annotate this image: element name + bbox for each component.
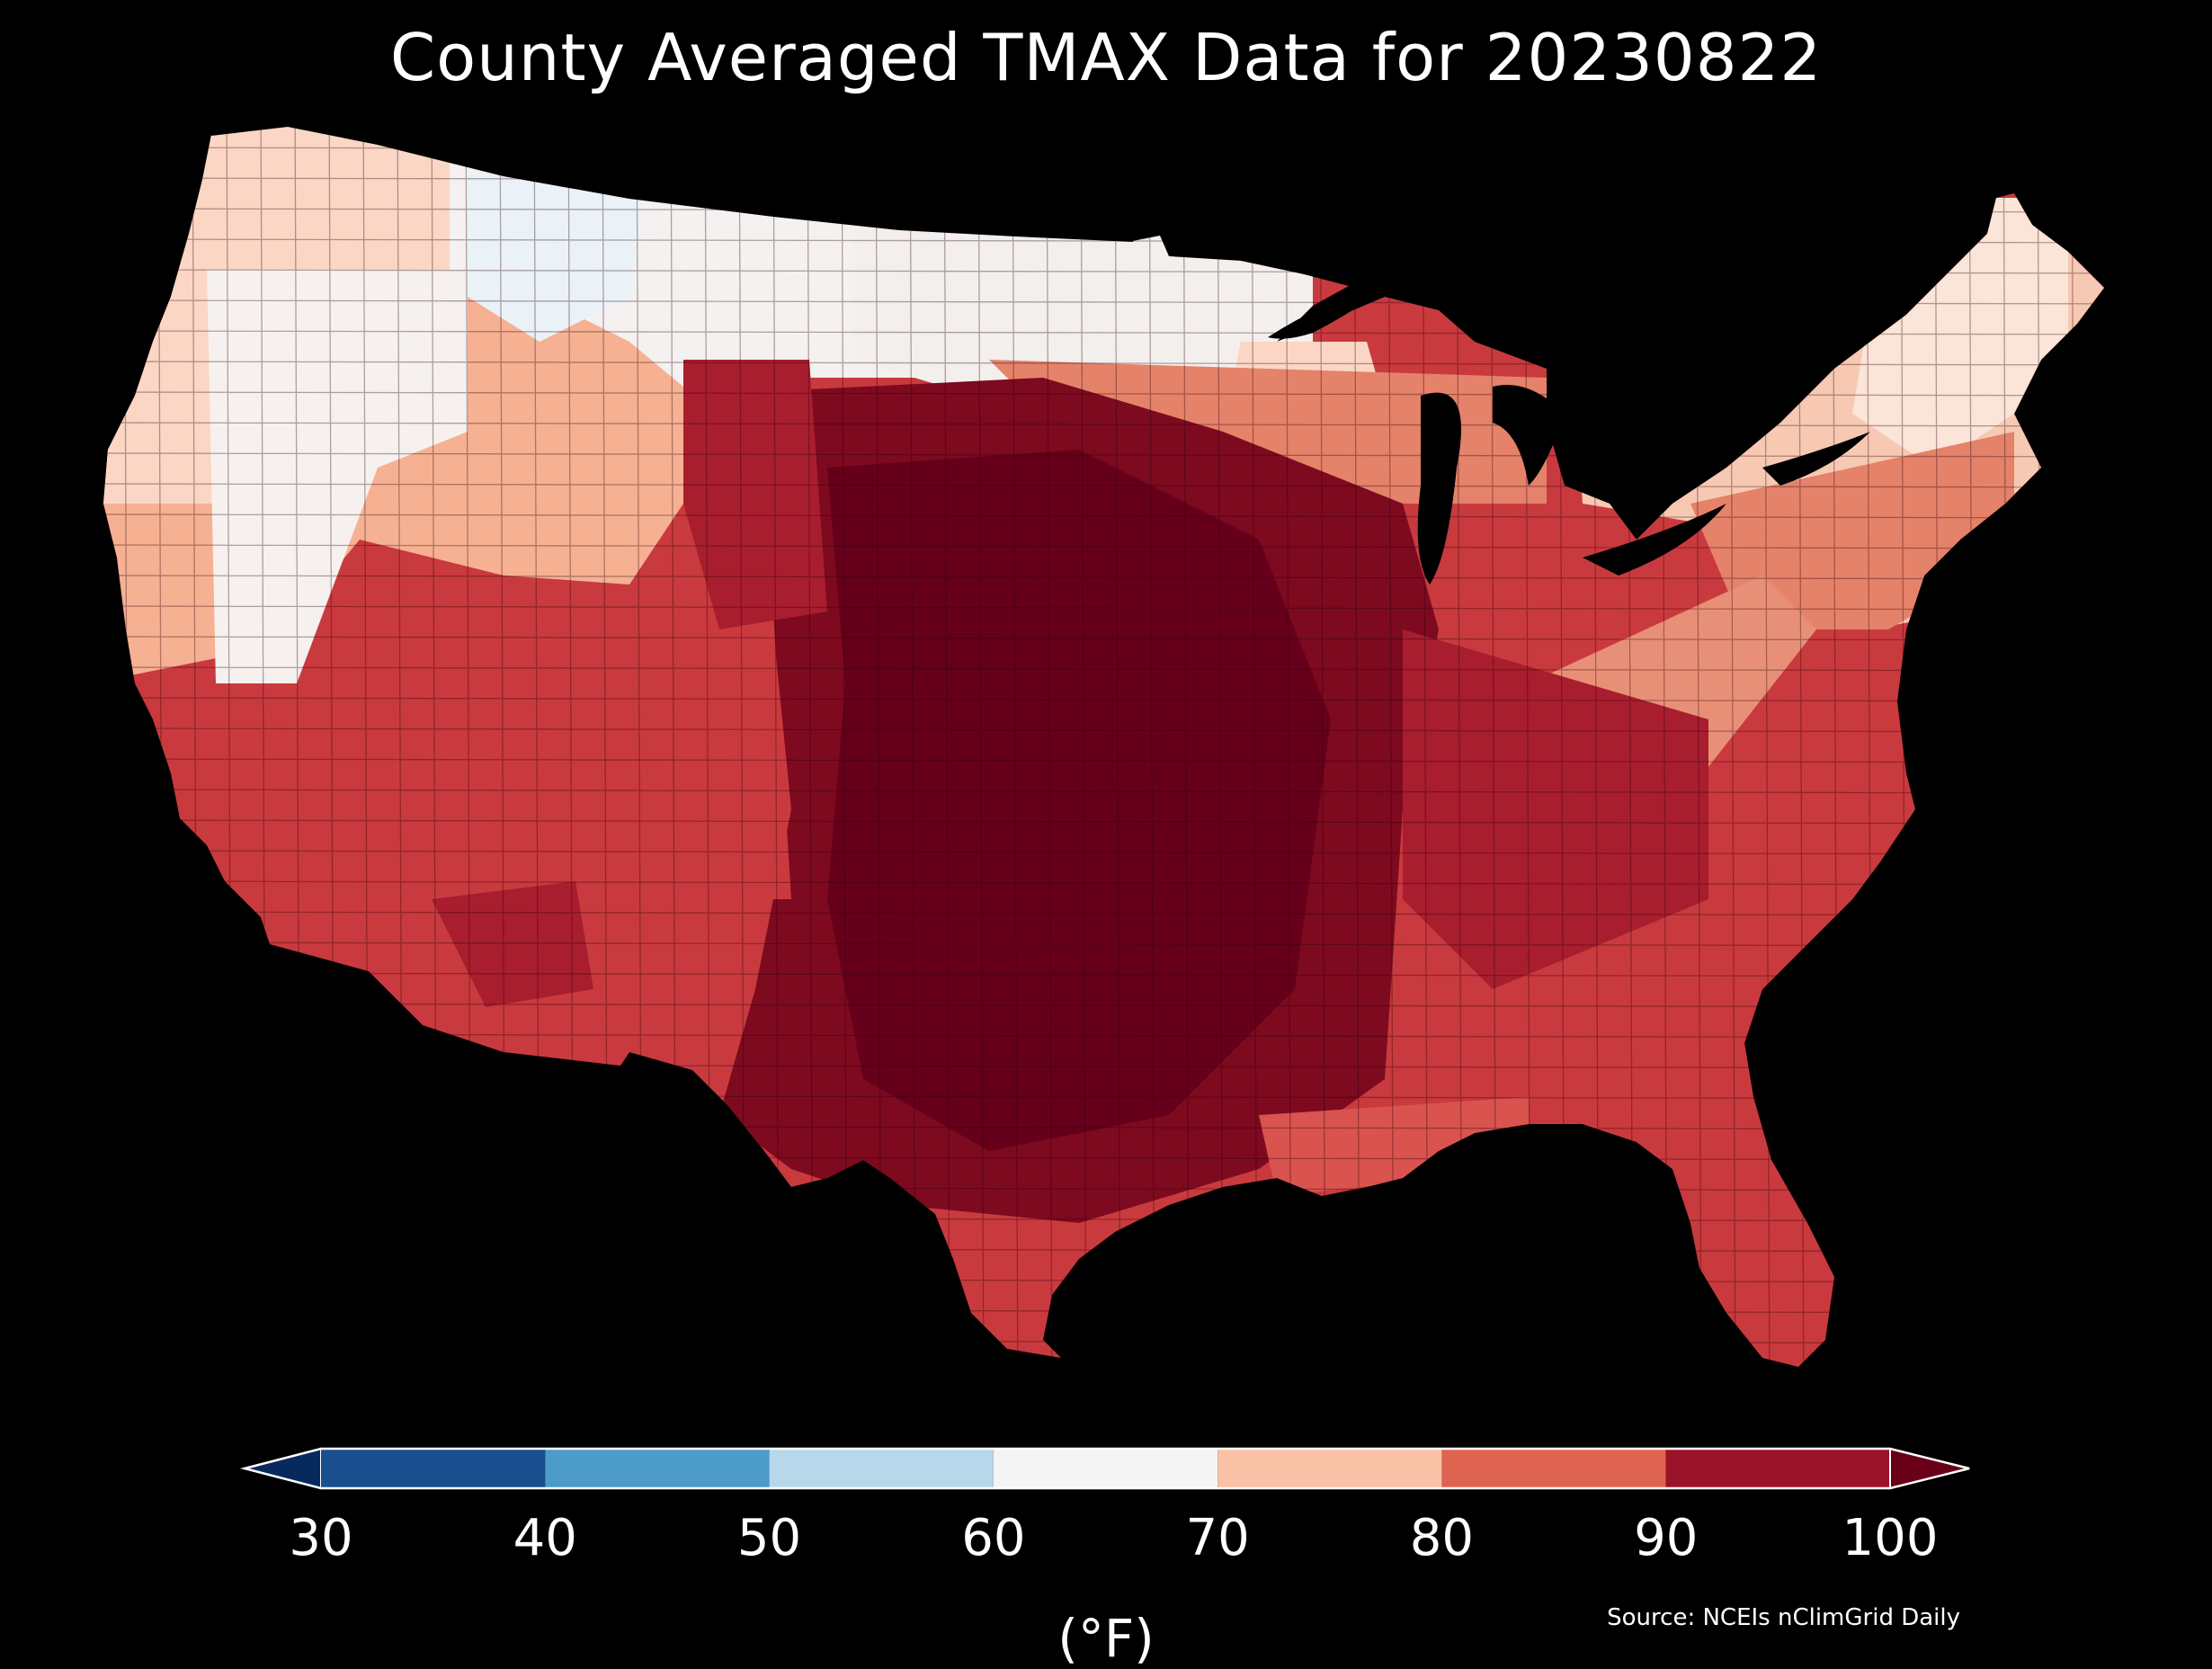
colorbar-bin-50-60 (769, 1449, 994, 1488)
map-title: County Averaged TMAX Data for 20230822 (389, 20, 1823, 95)
colorbar-under-arrow (241, 1447, 322, 1490)
colorbar-units: (°F) (1057, 1608, 1155, 1669)
colorbar-bin-90-100 (1665, 1449, 1890, 1488)
colorbar-bin-30-40 (321, 1449, 546, 1488)
colorbar-bin-40-50 (545, 1449, 770, 1488)
great-lakes (1268, 288, 1870, 585)
colorbar-bin-60-70 (993, 1449, 1218, 1488)
source-note: Source: NCEIs nClimGrid Daily (1607, 1604, 1960, 1631)
colorbar-bin-80-90 (1441, 1449, 1666, 1488)
colorbar-over-arrow (1889, 1447, 1970, 1490)
colorbar-outline (240, 1447, 1970, 1490)
colorbar-bin-70-80 (1217, 1449, 1442, 1488)
